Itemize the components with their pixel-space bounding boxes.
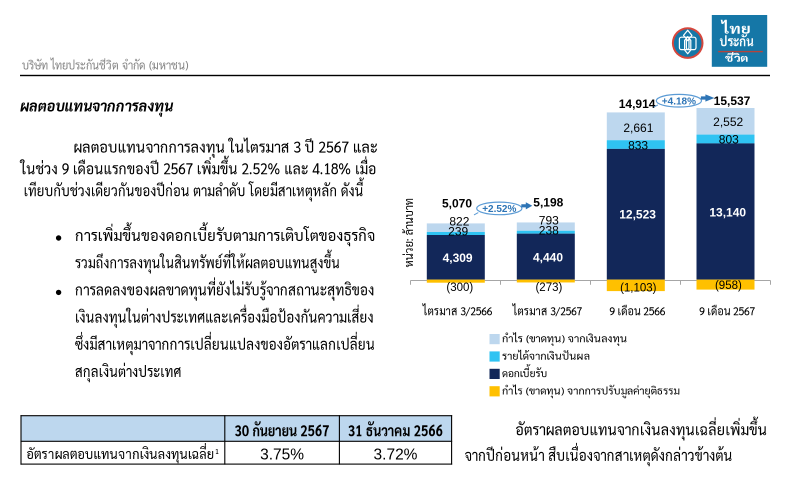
svg-text:15,537: 15,537 [714,94,751,108]
svg-text:+2.52%: +2.52% [482,204,516,215]
svg-text:12,523: 12,523 [619,207,656,221]
svg-text:+4.18%: +4.18% [662,96,696,107]
svg-text:14,914: 14,914 [619,97,656,111]
svg-text:2,661: 2,661 [623,121,653,135]
svg-text:3.75%: 3.75% [260,446,304,463]
svg-text:793: 793 [539,214,559,228]
svg-text:5,070: 5,070 [442,197,472,211]
svg-text:822: 822 [449,215,469,229]
svg-text:803: 803 [719,133,739,147]
svg-text:5,198: 5,198 [533,196,563,210]
svg-text:3.72%: 3.72% [374,446,418,463]
svg-text:(273): (273) [535,282,562,294]
svg-text:(1,103): (1,103) [620,283,657,295]
svg-text:2,552: 2,552 [713,115,743,129]
svg-text:4,440: 4,440 [533,250,563,264]
svg-text:238: 238 [539,224,559,238]
svg-text:(958): (958) [715,280,742,292]
svg-text:(300): (300) [446,282,473,294]
svg-text:13,140: 13,140 [709,205,746,219]
svg-text:833: 833 [628,139,648,153]
svg-text:4,309: 4,309 [443,251,473,265]
svg-text:239: 239 [448,225,468,239]
